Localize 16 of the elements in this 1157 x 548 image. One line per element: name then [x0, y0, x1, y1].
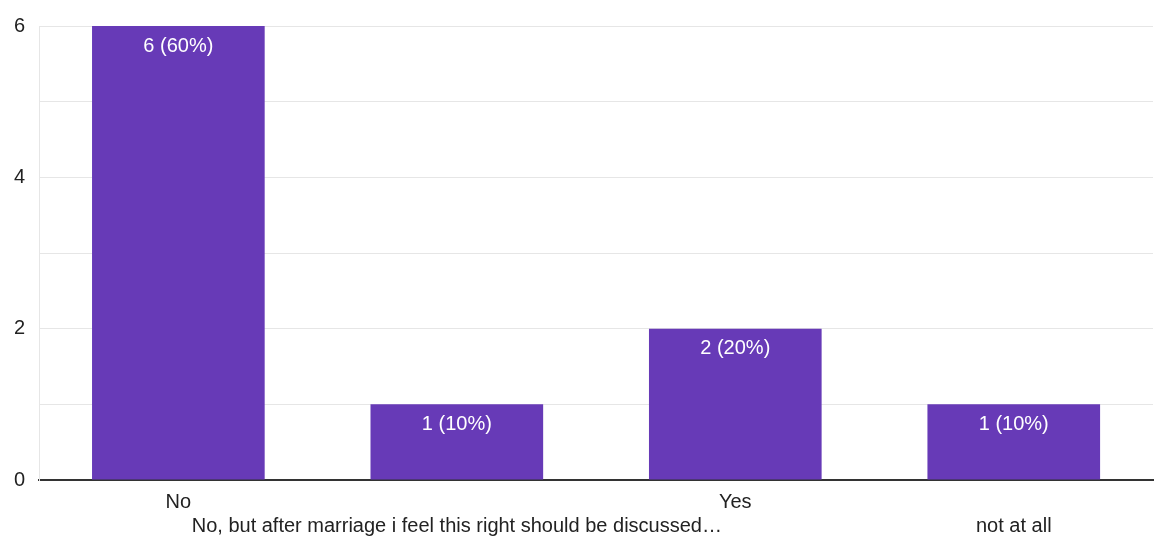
y-tick-label: 2: [14, 316, 26, 339]
y-tick-label: 4: [14, 164, 26, 187]
x-tick-label: not at all: [975, 513, 1052, 536]
data-label: 1 (10%): [978, 411, 1049, 434]
x-tick-label: Yes: [718, 489, 752, 512]
x-tick-label: No, but after marriage i feel this right should be discussed…: [191, 513, 722, 536]
y-tick-label: 0: [14, 467, 26, 490]
data-label: 2 (20%): [700, 336, 771, 359]
data-label: 6 (60%): [143, 33, 214, 56]
data-label: 1 (10%): [421, 411, 492, 434]
bar: [927, 404, 1101, 480]
x-tick-label: No: [165, 489, 192, 512]
y-tick-label: 6: [14, 13, 26, 36]
bar: [370, 404, 544, 480]
bar: [648, 328, 822, 480]
bar: [92, 26, 265, 480]
